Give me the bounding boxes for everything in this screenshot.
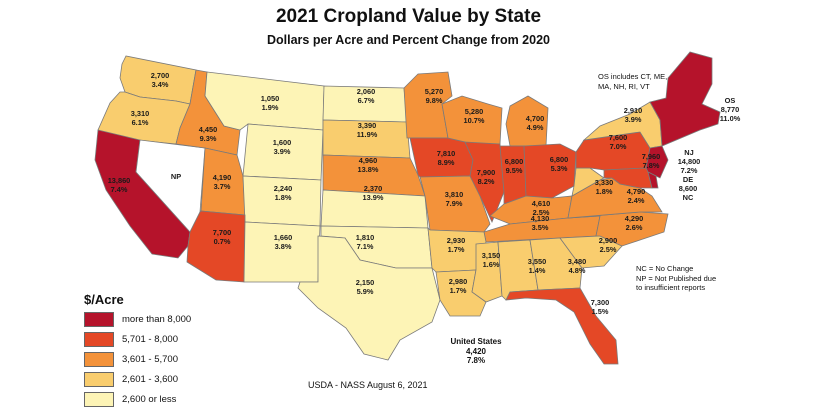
label-MS: 3,150 1.6%	[482, 251, 501, 269]
label-MN: 5,270 9.8%	[425, 87, 444, 105]
state-NE	[322, 154, 426, 197]
label-KS: 2,370 13.9%	[363, 184, 384, 202]
label-NE: 4,960 13.8%	[358, 156, 379, 174]
os-note-line-1: OS includes CT, ME,	[598, 72, 668, 81]
state-AZ	[186, 210, 246, 283]
label-OK: 1,810 7.1%	[356, 233, 375, 251]
label-PA: 7,600 7.0%	[609, 133, 628, 151]
label-IL: 7,900 8.2%	[477, 168, 496, 186]
legend-swatch	[84, 352, 114, 367]
state-NC	[567, 211, 669, 247]
label-AR: 2,930 1.7%	[447, 236, 466, 254]
label-TN: 4,130 3.5%	[531, 214, 550, 232]
label-FL: 7,300 1.5%	[591, 298, 610, 316]
label-KY: 4,610 2.5%	[532, 199, 551, 217]
label-CA: 13,860 7.4%	[108, 176, 131, 194]
label-AL: 3,550 1.4%	[528, 257, 547, 275]
label-DE: DE 8,600 NC	[679, 175, 698, 202]
label-AZ: 7,700 0.7%	[213, 228, 232, 246]
legend-swatch	[84, 312, 114, 327]
np-note-line-1: NP = Not Published due	[636, 273, 717, 283]
state-GA	[529, 237, 583, 291]
label-OS: OS 8,770 11.0%	[720, 96, 741, 123]
state-OS	[649, 51, 721, 147]
os-includes-note: OS includes CT, ME, MA, NH, RI, VT	[598, 72, 667, 91]
np-note-line-2: to insufficient reports	[636, 283, 706, 292]
label-LA: 2,980 1.7%	[449, 277, 468, 295]
label-IN: 6,800 9.5%	[505, 157, 524, 175]
us-total: United States 4,420 7.8%	[436, 337, 516, 366]
state-FL	[505, 287, 619, 365]
label-WV: 3,330 1.8%	[595, 178, 614, 196]
os-note-line-2: MA, NH, RI, VT	[598, 81, 650, 91]
legend-label: 5,701 - 8,000	[122, 334, 178, 345]
legend: $/Acre more than 8,000 5,701 - 8,000 3,6…	[84, 292, 254, 411]
legend-label: more than 8,000	[122, 314, 192, 325]
abbreviation-notes: NC = No Change NP = Not Published due to…	[636, 264, 716, 293]
label-NC: 4,290 2.6%	[625, 214, 644, 232]
label-UT: 4,190 3.7%	[213, 173, 232, 191]
label-SD: 3,390 11.9%	[357, 121, 378, 139]
state-labels: 2,700 3.4% 3,310 6.1% 13,860 7.4% NP 4,450 9…	[108, 71, 741, 316]
legend-swatch	[84, 372, 114, 387]
label-MO: 3,810 7.9%	[445, 190, 464, 208]
legend-title: $/Acre	[84, 292, 124, 307]
state-MD	[603, 167, 653, 189]
label-NJ: NJ 14,800 7.2%	[678, 148, 701, 175]
label-OR: 3,310 6.1%	[131, 109, 150, 127]
label-GA: 3,480 4.8%	[568, 257, 587, 275]
label-OH: 6,800 5.3%	[550, 155, 569, 173]
label-MI: 4,700 4.9%	[526, 114, 545, 132]
legend-item: 2,600 or less	[84, 391, 254, 408]
state-DE	[647, 171, 659, 189]
legend-item: 5,701 - 8,000	[84, 331, 254, 348]
us-total-label: United States	[450, 337, 502, 346]
legend-label: 2,601 - 3,600	[122, 374, 178, 385]
label-NV: NP	[171, 172, 181, 181]
us-total-value: 4,420	[465, 346, 487, 356]
legend-label: 2,600 or less	[122, 394, 177, 405]
label-NY: 2,910 3.9%	[624, 106, 643, 124]
legend-swatch	[84, 332, 114, 347]
state-TX	[297, 235, 441, 361]
legend-label: 3,601 - 5,700	[122, 354, 178, 365]
label-NM: 1,660 3.8%	[274, 233, 293, 251]
map-subtitle: Dollars per Acre and Percent Change from…	[267, 33, 550, 47]
state-IN	[499, 145, 527, 205]
legend-swatch	[84, 392, 114, 407]
label-ID: 4,450 9.3%	[199, 125, 218, 143]
nc-note: NC = No Change	[636, 264, 694, 273]
label-TX: 2,150 5.9%	[356, 278, 375, 296]
label-SC: 2,900 2.5%	[599, 236, 618, 254]
legend-item: more than 8,000	[84, 311, 254, 328]
label-CO: 2,240 1.8%	[274, 184, 293, 202]
legend-item: 2,601 - 3,600	[84, 371, 254, 388]
label-WA: 2,700 3.4%	[151, 71, 170, 89]
label-MD: 7,960 7.8%	[642, 152, 661, 170]
us-total-change: 7.8%	[466, 356, 486, 365]
label-WI: 5,280 10.7%	[464, 107, 485, 125]
label-IA: 7,810 8.9%	[437, 149, 456, 167]
map-title: 2021 Cropland Value by State	[275, 6, 542, 27]
label-MT: 1,050 1.9%	[261, 94, 280, 112]
source-credit: USDA - NASS August 6, 2021	[308, 380, 428, 390]
state-NM	[243, 221, 321, 283]
state-SC	[559, 235, 623, 269]
label-VA: 4,790 2.4%	[627, 187, 646, 205]
label-WY: 1,600 3.9%	[273, 138, 292, 156]
label-ND: 2,060 6.7%	[357, 87, 376, 105]
legend-item: 3,601 - 5,700	[84, 351, 254, 368]
